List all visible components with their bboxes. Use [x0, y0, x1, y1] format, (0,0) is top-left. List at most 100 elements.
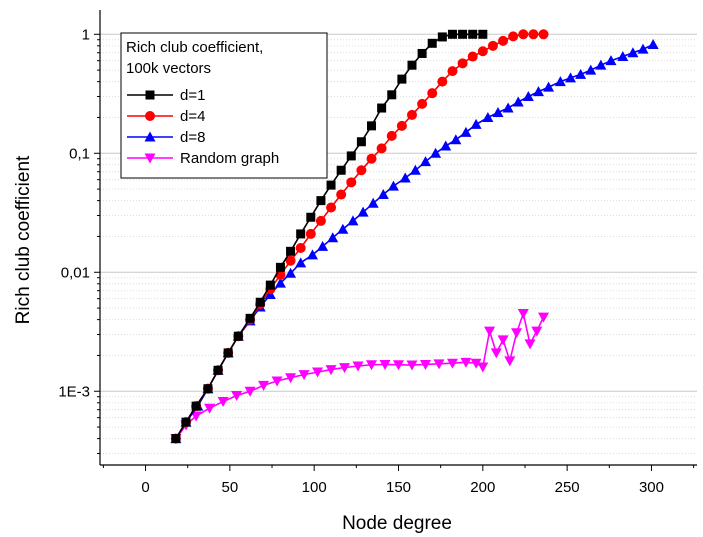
legend-marker: [144, 131, 156, 142]
data-point: [543, 81, 555, 92]
data-point: [478, 29, 488, 39]
data-point: [417, 98, 428, 109]
data-point: [286, 246, 296, 256]
data-point: [393, 360, 404, 371]
data-point: [258, 380, 270, 391]
data-point: [508, 31, 519, 42]
data-point: [419, 156, 431, 167]
data-point: [387, 90, 397, 100]
data-point: [528, 29, 539, 40]
data-point: [298, 370, 310, 381]
data-point: [575, 68, 587, 79]
data-point: [347, 215, 359, 226]
legend: Rich club coefficient, 100k vectors d=1 d=4…: [120, 32, 328, 179]
data-point: [366, 360, 378, 371]
data-point: [275, 262, 285, 272]
data-point: [356, 165, 367, 176]
legend-title-line: Rich club coefficient,: [126, 39, 263, 56]
data-point: [409, 164, 421, 175]
data-point: [538, 312, 550, 323]
data-point: [346, 177, 357, 188]
legend-marker: [144, 153, 156, 164]
legend-entry: d=1: [127, 87, 205, 104]
data-point: [396, 120, 407, 131]
data-point: [326, 202, 337, 213]
legend-label: d=4: [180, 108, 205, 125]
data-point: [538, 29, 549, 40]
data-point: [325, 365, 337, 376]
data-point: [231, 391, 243, 402]
data-point: [433, 359, 445, 370]
data-point: [203, 384, 213, 394]
series-group: [170, 29, 659, 445]
data-point: [430, 147, 442, 158]
data-point: [271, 376, 283, 387]
data-point: [316, 196, 326, 206]
y-tick-label: 1E-3: [58, 383, 90, 400]
axes: 0 50 100 150 200 250 300 1E-3 0,01 0,1 1: [58, 10, 697, 496]
data-point: [427, 88, 438, 99]
data-point: [190, 411, 202, 422]
data-point: [386, 130, 397, 141]
data-point: [171, 434, 181, 444]
data-point: [306, 249, 318, 260]
data-point: [305, 228, 316, 239]
data-point: [356, 137, 366, 147]
data-point: [532, 86, 544, 97]
data-point: [217, 397, 229, 408]
data-point: [244, 386, 256, 397]
data-point: [497, 335, 509, 346]
legend-title-line: 100k vectors: [126, 60, 211, 77]
data-point: [477, 362, 489, 373]
data-point: [482, 111, 494, 122]
y-tick-label: 0,01: [61, 264, 90, 281]
data-point: [460, 126, 472, 137]
data-point: [352, 361, 364, 372]
data-point: [204, 403, 216, 414]
data-point: [522, 91, 534, 102]
data-point: [223, 348, 233, 358]
legend-label: d=1: [180, 87, 205, 104]
x-tick-label: 300: [639, 479, 664, 496]
legend-box: [120, 32, 328, 179]
x-tick-label: 0: [141, 479, 149, 496]
data-point: [407, 60, 417, 70]
data-point: [490, 348, 502, 359]
data-point: [296, 229, 306, 239]
legend-entry: d=8: [127, 129, 205, 146]
data-point: [484, 326, 496, 337]
data-point: [367, 121, 377, 131]
data-point: [377, 189, 389, 200]
data-point: [518, 29, 529, 40]
data-point: [554, 76, 566, 87]
data-point: [295, 242, 306, 253]
data-point: [447, 29, 457, 39]
data-point: [399, 172, 411, 183]
data-point: [245, 313, 255, 323]
data-point: [376, 143, 387, 154]
data-point: [213, 365, 223, 375]
data-point: [336, 189, 347, 200]
x-tick-label: 250: [555, 479, 580, 496]
data-point: [326, 180, 336, 190]
data-point: [377, 103, 387, 113]
data-point: [274, 277, 286, 288]
data-point: [504, 356, 516, 367]
data-point: [437, 76, 448, 87]
x-tick-label: 150: [386, 479, 411, 496]
data-point: [565, 72, 577, 83]
data-point: [419, 359, 431, 370]
legend-entry: d=4: [127, 108, 205, 125]
data-point: [502, 102, 514, 113]
data-point: [470, 118, 482, 129]
data-point: [191, 401, 201, 411]
data-point: [357, 206, 369, 217]
series-d-1: [171, 29, 488, 444]
data-point: [336, 165, 346, 175]
data-point: [379, 359, 391, 370]
data-point: [440, 140, 452, 151]
data-point: [285, 255, 296, 266]
data-point: [468, 29, 478, 39]
y-axis-title: Rich club coefficient: [13, 155, 34, 324]
